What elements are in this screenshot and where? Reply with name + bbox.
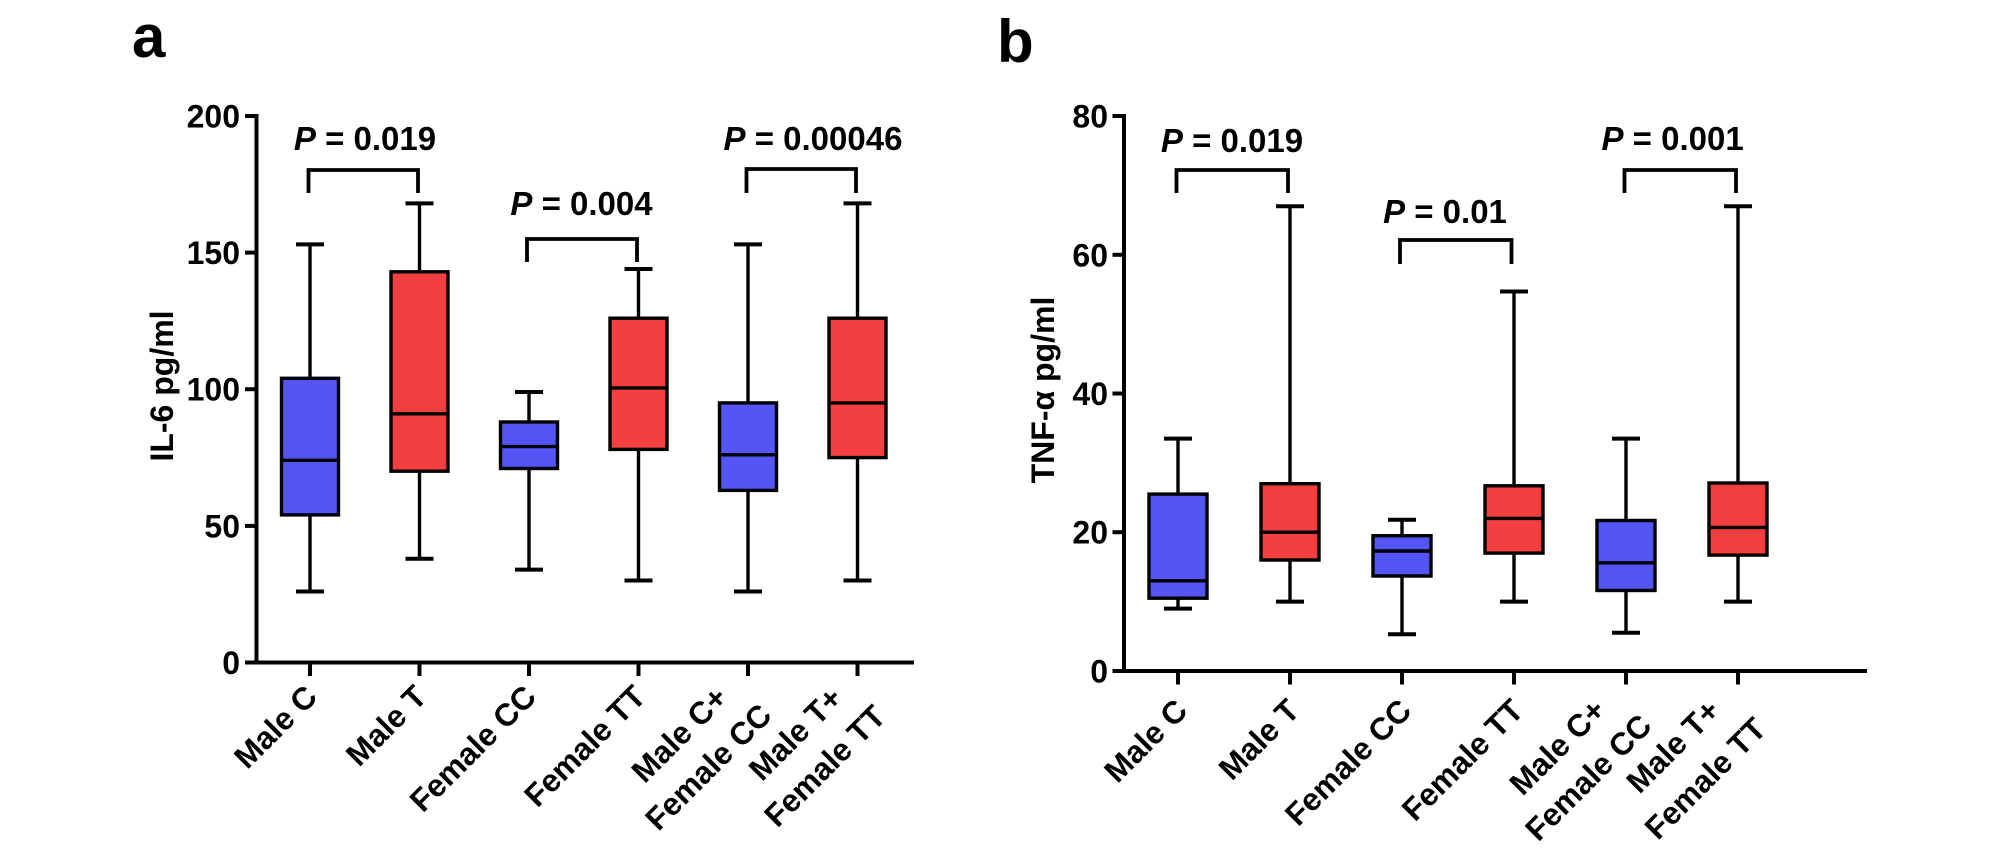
svg-text:b: b [997, 8, 1034, 75]
svg-text:P = 0.019: P = 0.019 [1161, 122, 1303, 159]
svg-text:200: 200 [187, 99, 240, 135]
svg-text:P = 0.004: P = 0.004 [510, 185, 653, 222]
svg-text:P = 0.01: P = 0.01 [1383, 193, 1507, 230]
svg-text:P = 0.00046: P = 0.00046 [724, 120, 903, 157]
svg-text:a: a [132, 3, 166, 70]
svg-text:0: 0 [222, 645, 240, 681]
svg-text:0: 0 [1090, 654, 1108, 690]
svg-text:TNF-α pg/ml: TNF-α pg/ml [1025, 297, 1061, 484]
svg-text:150: 150 [187, 235, 240, 271]
svg-text:80: 80 [1072, 99, 1108, 135]
svg-text:40: 40 [1072, 376, 1108, 412]
svg-text:P = 0.019: P = 0.019 [294, 120, 436, 157]
svg-text:20: 20 [1072, 515, 1108, 551]
svg-text:IL-6 pg/ml: IL-6 pg/ml [144, 310, 180, 461]
svg-text:60: 60 [1072, 237, 1108, 273]
svg-text:50: 50 [204, 508, 240, 544]
svg-text:100: 100 [187, 372, 240, 408]
svg-text:P = 0.001: P = 0.001 [1601, 120, 1743, 157]
